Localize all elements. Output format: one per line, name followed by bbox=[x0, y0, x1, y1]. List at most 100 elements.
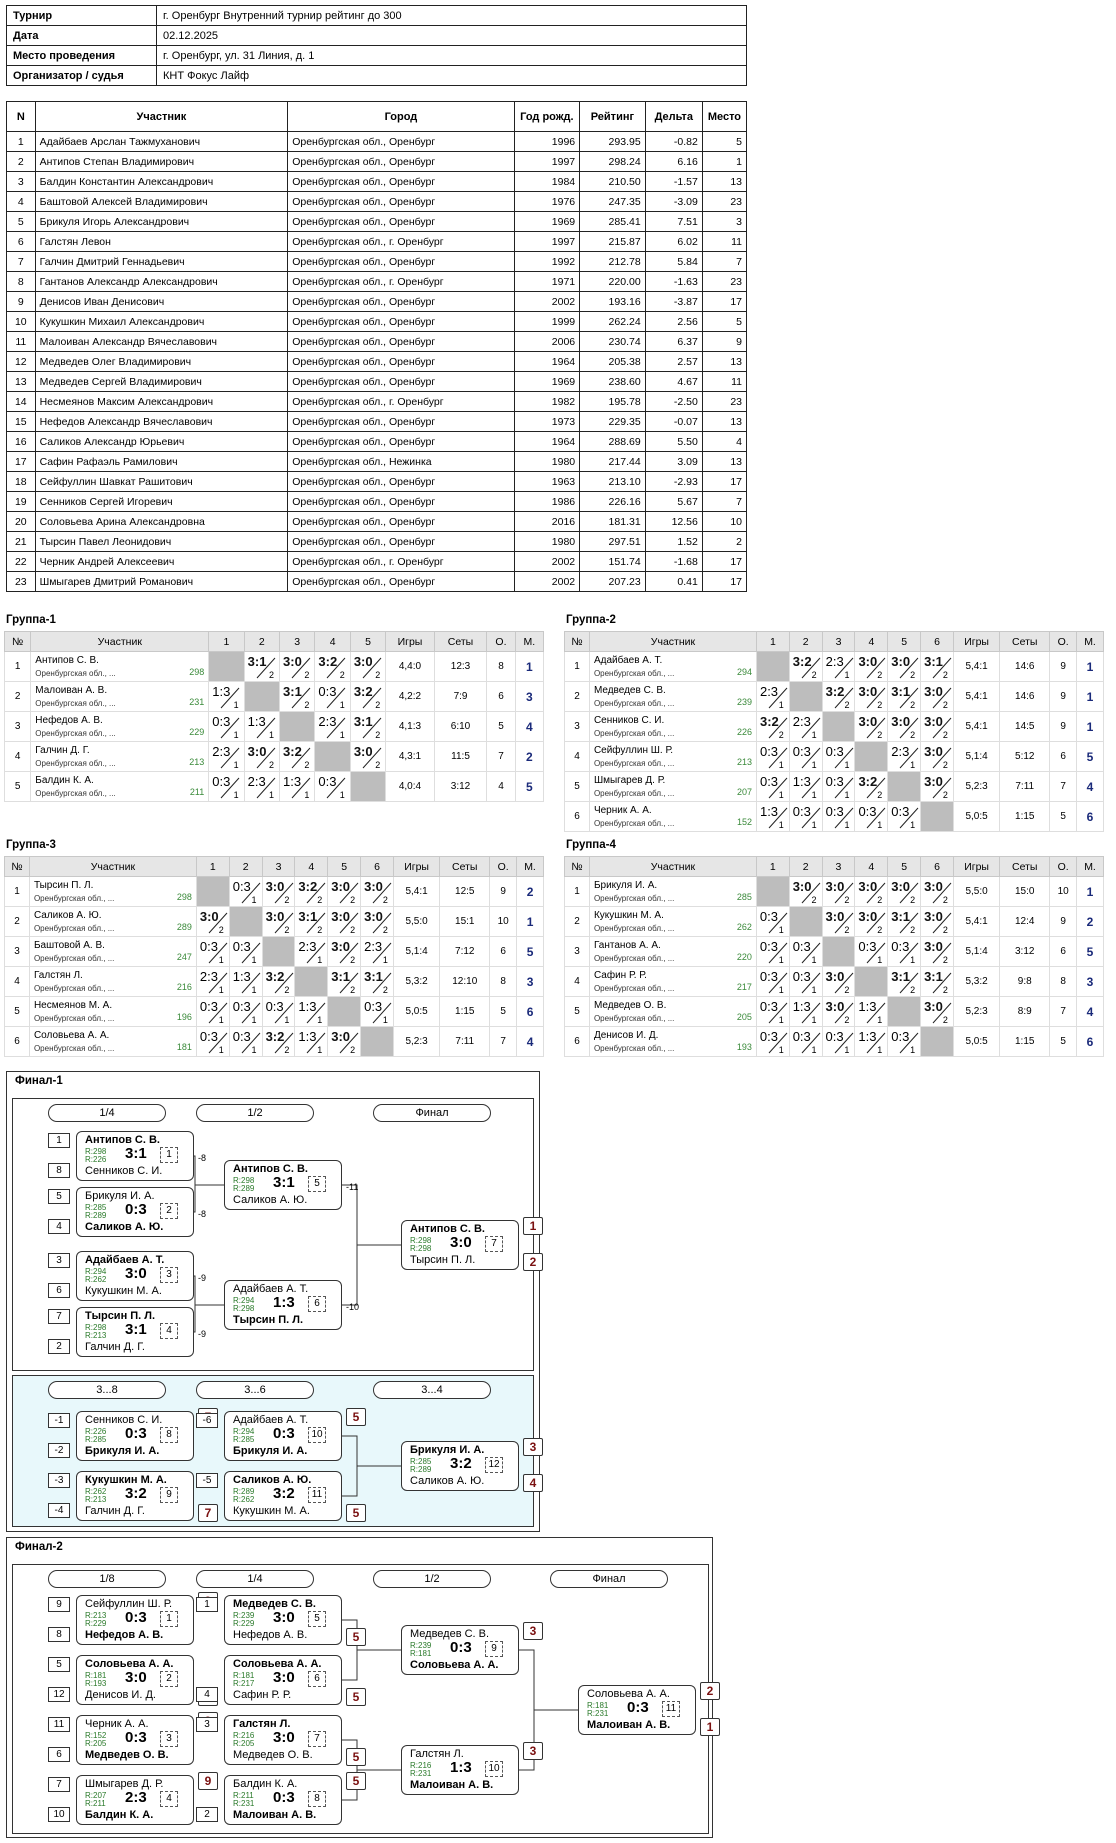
group-place: 4 bbox=[514, 711, 545, 742]
bracket-round-header: 3...6 bbox=[196, 1381, 314, 1399]
participant-cell: 2016 bbox=[513, 511, 581, 532]
score-slash-icon bbox=[291, 777, 311, 799]
group-match-cell: 2:3 1 bbox=[887, 741, 922, 772]
group-match-cell: 3:0 2 bbox=[360, 876, 394, 907]
participant-cell: 12.56 bbox=[644, 511, 703, 532]
bracket-seed: 5 bbox=[48, 1657, 70, 1672]
score-slash-icon bbox=[801, 1032, 821, 1054]
group-row: 1 Адайбаев А. Т. Оренбургская обл., ... 294… bbox=[564, 651, 1104, 682]
group-match-cell: 1:3 1 bbox=[294, 996, 329, 1027]
participant-cell: Галстян Левон bbox=[34, 231, 289, 252]
group-row: 1 Брикуля И. А. Оренбургская обл., ... 285 3… bbox=[564, 876, 1104, 907]
score-slash-icon bbox=[241, 942, 261, 964]
participant-cell: 6.37 bbox=[644, 331, 703, 352]
group-row: 2 Медведев С. В. Оренбургская обл., ... 239… bbox=[564, 681, 1104, 712]
match-score: 3:1 bbox=[891, 969, 911, 984]
group-cell-self bbox=[279, 711, 316, 742]
match-player-1: Галстян Л. bbox=[410, 1748, 464, 1760]
group-player-name: Тырсин П. Л. bbox=[33, 879, 94, 891]
match-points: 2 bbox=[375, 760, 381, 770]
group-match-cell: 0:3 1 bbox=[887, 936, 922, 967]
match-score: 3:0 bbox=[331, 909, 351, 924]
group-row-number: 4 bbox=[4, 966, 30, 997]
group-row-number: 2 bbox=[3, 681, 32, 712]
group-games: 5,3:2 bbox=[952, 966, 1001, 997]
group-player-region: Оренбургская обл., ... bbox=[35, 788, 116, 798]
group-player-name: Саликов А. Ю. bbox=[33, 909, 102, 921]
group-player-name: Нефедов А. В. bbox=[35, 714, 103, 726]
group-row: 4 Сейфуллин Ш. Р. Оренбургская обл., ... 21… bbox=[564, 741, 1104, 772]
match-score: 3:0 bbox=[825, 999, 845, 1014]
bracket-match: Брикуля И. А. R:285 R:289 0:3 2 Саликов А. Ю. bbox=[76, 1187, 194, 1237]
group-column-header: 1 bbox=[208, 631, 245, 652]
match-score: 1:3 bbox=[232, 969, 251, 984]
group-player-name: Балдин К. А. bbox=[35, 774, 94, 786]
participant-row: 23 Шмыгарев Дмитрий Романович Оренбургская… bbox=[6, 571, 748, 592]
match-points: 2 bbox=[844, 700, 850, 710]
match-points: 1 bbox=[844, 760, 850, 770]
group-cell-self bbox=[261, 936, 296, 967]
bracket-seed: 4 bbox=[48, 1219, 70, 1234]
score-slash-icon bbox=[768, 912, 788, 934]
score-slash-icon bbox=[307, 942, 326, 964]
score-slash-icon bbox=[291, 687, 311, 709]
match-rating-2: R:226 bbox=[85, 1155, 107, 1164]
group-match-cell: 3:0 2 bbox=[821, 966, 856, 997]
match-points: 1 bbox=[844, 670, 850, 680]
score-slash-icon bbox=[274, 882, 293, 904]
participant-cell: Оренбургская обл., Оренбург bbox=[287, 491, 515, 512]
match-score: 3:2 bbox=[792, 654, 812, 669]
participant-cell: Денисов Иван Денисович bbox=[34, 291, 289, 312]
group-points: 9 bbox=[489, 876, 518, 907]
group-row-number: 6 bbox=[4, 1026, 30, 1057]
score-slash-icon bbox=[274, 912, 293, 934]
match-game-number: 7 bbox=[308, 1731, 326, 1747]
bracket-seed: 3 bbox=[48, 1253, 70, 1268]
match-points: 1 bbox=[233, 760, 239, 770]
match-points: 2 bbox=[269, 670, 275, 680]
participant-cell: 262.24 bbox=[579, 311, 646, 332]
group-match-cell: 3:1 2 bbox=[279, 681, 316, 712]
group-player: Черник А. А. Оренбургская обл., ... 152 bbox=[588, 801, 757, 832]
participant-cell: 1992 bbox=[513, 251, 581, 272]
bracket-seed: 8 bbox=[48, 1627, 70, 1642]
participant-cell: Оренбургская обл., г. Оренбург bbox=[287, 271, 515, 292]
match-score: 2:3 bbox=[247, 774, 266, 789]
participant-cell: 17 bbox=[701, 571, 748, 592]
participants-header: N bbox=[6, 101, 36, 132]
group-match-cell: 0:3 1 bbox=[314, 681, 351, 712]
match-score: 0:3 bbox=[273, 1789, 295, 1806]
loser-destination-label: -11 bbox=[346, 1182, 359, 1192]
match-rating-2: R:229 bbox=[85, 1619, 107, 1628]
participant-row: 19 Сенников Сергей Игоревич Оренбургская о… bbox=[6, 491, 748, 512]
group-match-cell: 3:0 2 bbox=[887, 651, 922, 682]
score-slash-icon bbox=[899, 747, 919, 769]
match-score: 3:0 bbox=[125, 1265, 147, 1282]
participant-cell: Нефедов Александр Вячеславович bbox=[34, 411, 289, 432]
score-slash-icon bbox=[208, 912, 228, 934]
participants-header: Дельта bbox=[644, 101, 703, 132]
group-match-cell: 3:0 2 bbox=[920, 876, 954, 907]
match-points: 2 bbox=[317, 925, 323, 935]
group-column-header: № bbox=[3, 631, 32, 652]
group-player-name: Галстян Л. bbox=[33, 969, 83, 981]
group-sets: 7:9 bbox=[433, 681, 488, 712]
match-score: 3:0 bbox=[858, 684, 878, 699]
group-column-header: О. bbox=[1049, 631, 1078, 652]
group-place: 5 bbox=[1076, 741, 1104, 772]
participant-cell: Оренбургская обл., Оренбург bbox=[287, 531, 515, 552]
match-player-2: Медведев О. В. bbox=[233, 1749, 313, 1761]
group-match-cell: 0:3 1 bbox=[788, 801, 823, 832]
participant-cell: Оренбургская обл., Оренбург bbox=[287, 251, 515, 272]
group-row: 2 Саликов А. Ю. Оренбургская обл., ... 289 3… bbox=[4, 906, 544, 937]
participant-cell: 1963 bbox=[513, 471, 581, 492]
participants-header: Рейтинг bbox=[579, 101, 646, 132]
match-rating-1: R:294 bbox=[233, 1296, 255, 1305]
group-player-rating: 262 bbox=[736, 922, 752, 932]
score-slash-icon bbox=[339, 1032, 359, 1054]
match-score: 3:0 bbox=[199, 909, 219, 924]
match-player-1: Шмыгарев Д. Р. bbox=[85, 1778, 164, 1790]
group-header-row: № Участник 1 2 3 4 5 6 Игры Сеты О. М. bbox=[564, 856, 1104, 877]
group-sets: 6:10 bbox=[433, 711, 488, 742]
match-score: 0:3 bbox=[232, 1029, 251, 1044]
